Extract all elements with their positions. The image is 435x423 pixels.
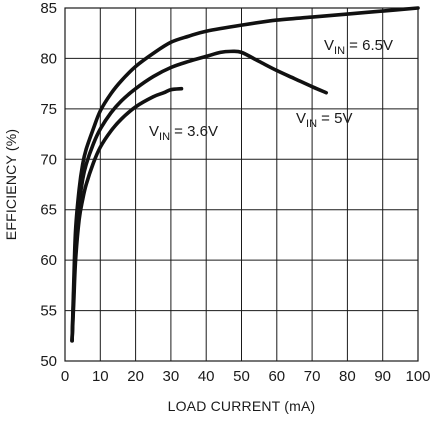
curve-vin-6-5v	[70, 6, 420, 343]
series-curves	[70, 6, 420, 343]
annotation-vin-6-5v: VIN = 6.5V	[324, 37, 393, 57]
x-tick-label-70: 70	[304, 368, 321, 385]
series-annotations: VIN = 6.5V VIN = 5V VIN = 3.6V	[149, 37, 393, 143]
grid	[64, 7, 419, 362]
y-tick-label-60: 60	[40, 252, 57, 269]
plot-frame	[64, 7, 419, 362]
tick-labels: 0 10 20 30 40 50 60 70 80 90 100 50 55 60 65 70 75 80 85	[40, 0, 430, 385]
y-tick-label-80: 80	[40, 50, 57, 67]
y-tick-label-50: 50	[40, 353, 57, 370]
x-tick-label-0: 0	[61, 368, 69, 385]
annotation-vin-5v: VIN = 5V	[296, 110, 352, 130]
y-tick-label-70: 70	[40, 151, 57, 168]
x-axis-title: LOAD CURRENT (mA)	[168, 398, 316, 414]
y-tick-label-85: 85	[40, 0, 57, 17]
y-tick-label-65: 65	[40, 202, 57, 219]
x-tick-label-40: 40	[198, 368, 215, 385]
annotation-vin-3-6v: VIN = 3.6V	[149, 123, 218, 143]
y-tick-label-75: 75	[40, 101, 57, 118]
x-tick-label-20: 20	[127, 368, 144, 385]
x-tick-label-60: 60	[268, 368, 285, 385]
x-tick-label-10: 10	[92, 368, 109, 385]
x-tick-label-30: 30	[163, 368, 180, 385]
curve-vin-3-6v	[70, 86, 184, 343]
x-tick-label-100: 100	[405, 368, 430, 385]
y-tick-label-55: 55	[40, 303, 57, 320]
x-tick-label-90: 90	[374, 368, 391, 385]
x-tick-label-50: 50	[233, 368, 250, 385]
y-axis-title: EFFICIENCY (%)	[3, 129, 19, 240]
curve-vin-5v	[70, 49, 329, 343]
x-tick-label-80: 80	[339, 368, 356, 385]
